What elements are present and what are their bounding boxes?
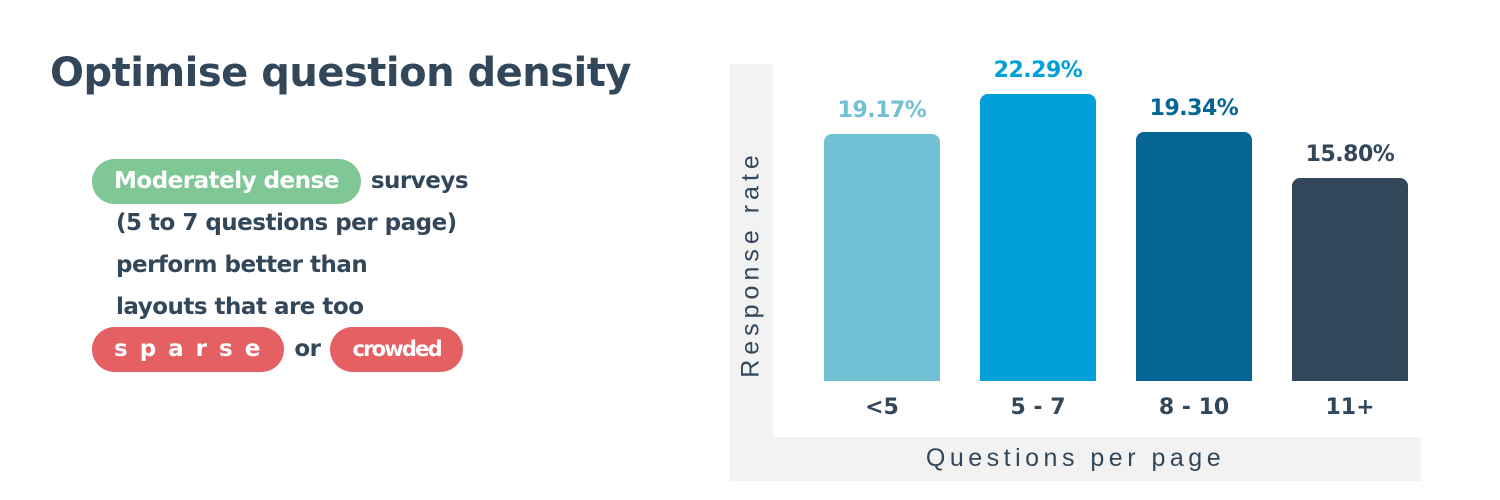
moderately-dense-pill: Moderately dense: [92, 158, 361, 204]
x-tick-label: 11+: [1325, 395, 1375, 420]
connector-text: or: [294, 336, 321, 362]
bar-value-label: 22.29%: [993, 58, 1083, 83]
bar-0: [824, 134, 940, 381]
description-line-1: surveys: [370, 168, 469, 194]
description-line-2: (5 to 7 questions per page): [116, 210, 457, 236]
bar-1: [980, 94, 1096, 381]
x-tick-label: <5: [865, 395, 899, 420]
bar-2: [1136, 132, 1252, 381]
bar-value-label: 19.17%: [837, 98, 927, 123]
bar-value-label: 19.34%: [1149, 96, 1239, 121]
sparse-pill: sparse: [92, 326, 285, 372]
x-tick-label: 5 - 7: [1010, 395, 1066, 420]
x-axis-band: [730, 437, 1421, 481]
y-axis-label: Response rate: [736, 150, 765, 378]
bar-3: [1292, 178, 1408, 381]
description-text: Moderately dense surveys (5 to 7 questio…: [92, 158, 552, 372]
description-line-4: layouts that are too: [116, 294, 364, 320]
page-title: Optimise question density: [50, 50, 631, 96]
x-axis-label: Questions per page: [925, 444, 1226, 472]
bar-value-label: 15.80%: [1305, 142, 1395, 167]
description-line-3: perform better than: [116, 252, 368, 278]
y-axis-band: [730, 64, 773, 481]
crowded-pill: crowded: [330, 326, 463, 372]
x-tick-label: 8 - 10: [1158, 395, 1230, 420]
